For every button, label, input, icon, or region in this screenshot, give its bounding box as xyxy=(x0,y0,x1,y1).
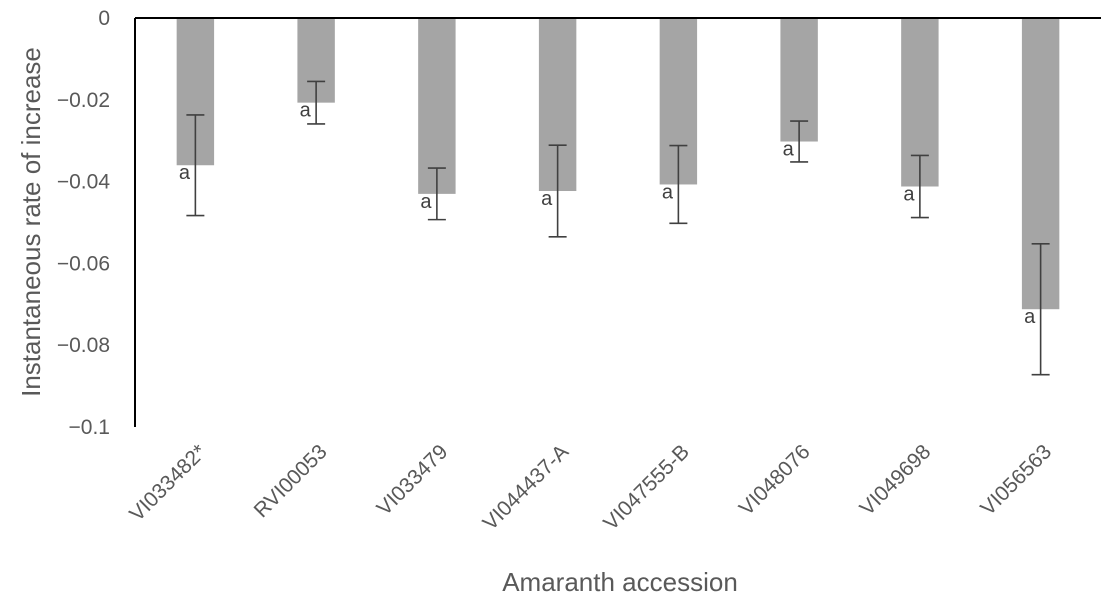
y-tick-label: −0.02 xyxy=(57,89,110,112)
error-bars xyxy=(186,80,1050,376)
significance-label: a xyxy=(300,100,312,122)
x-tick-label: VI049698 xyxy=(856,440,936,520)
significance-label: a xyxy=(420,191,432,213)
significance-label: a xyxy=(903,184,915,206)
error-bar xyxy=(669,144,688,225)
y-axis-title: Instantaneous rate of increase xyxy=(16,47,46,397)
error-bar xyxy=(186,114,205,217)
x-tick-label: VI044437-A xyxy=(478,440,573,535)
y-tick-label: −0.06 xyxy=(57,252,110,275)
error-bar xyxy=(427,167,446,221)
significance-label: a xyxy=(179,162,191,184)
y-tick-label: −0.04 xyxy=(57,171,110,194)
error-bar xyxy=(910,154,929,219)
significance-labels: a a a a a a a a xyxy=(179,100,1036,329)
x-axis-title: Amaranth accession xyxy=(502,567,738,597)
significance-label: a xyxy=(662,181,674,203)
x-tick-label: VI033479 xyxy=(373,440,453,520)
x-tick-label: VI056563 xyxy=(976,440,1056,520)
x-axis-ticks: VI033482* RVI00053 VI033479 VI044437-A VI047… xyxy=(125,440,1056,535)
bars xyxy=(176,18,1060,310)
error-bar xyxy=(548,144,567,238)
x-tick-label: RVI00053 xyxy=(250,440,332,522)
x-tick-label: VI033482* xyxy=(125,440,211,526)
y-tick-label: 0 xyxy=(98,7,110,30)
significance-label: a xyxy=(1024,306,1036,328)
error-bar xyxy=(790,120,809,163)
error-bar xyxy=(1031,242,1050,376)
significance-label: a xyxy=(783,139,795,161)
significance-label: a xyxy=(541,188,553,210)
x-tick-label: VI047555-B xyxy=(599,440,694,535)
y-tick-label: −0.08 xyxy=(57,334,110,357)
x-tick-label: VI048076 xyxy=(735,440,815,520)
y-tick-label: −0.1 xyxy=(69,416,110,439)
bar xyxy=(418,18,456,194)
error-bar xyxy=(307,80,326,125)
y-axis-ticks: 0 −0.02 −0.04 −0.06 −0.08 −0.1 xyxy=(57,7,110,439)
